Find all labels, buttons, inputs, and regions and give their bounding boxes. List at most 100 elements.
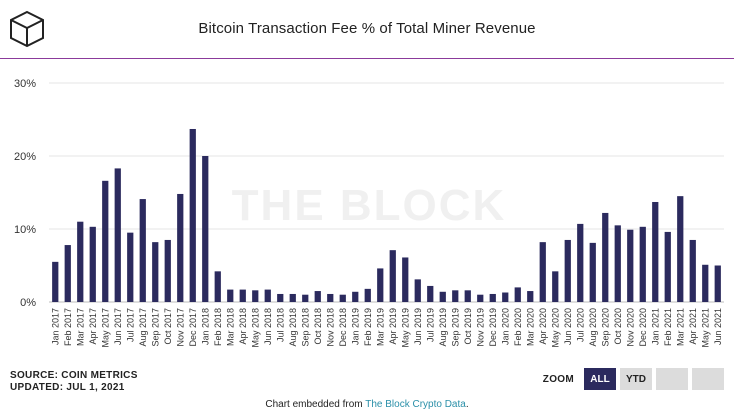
bar[interactable] (377, 268, 384, 302)
x-tick-label: Nov 2017 (175, 308, 185, 347)
x-tick-label: Aug 2019 (438, 308, 448, 347)
zoom-option-button[interactable] (656, 368, 688, 390)
bar[interactable] (289, 293, 296, 302)
bar[interactable] (177, 193, 184, 302)
bar[interactable] (552, 271, 559, 302)
embed-link[interactable]: The Block Crypto Data (365, 399, 466, 410)
bar[interactable] (252, 290, 259, 302)
y-axis-ticks: 0% 10% 20% 30% (14, 78, 36, 309)
bar[interactable] (302, 294, 309, 302)
bar[interactable] (589, 242, 596, 302)
bar[interactable] (714, 265, 721, 303)
bar[interactable] (689, 239, 696, 302)
bar[interactable] (127, 232, 134, 302)
bar[interactable] (514, 287, 521, 302)
x-tick-label: Jun 2021 (713, 308, 723, 345)
x-axis-ticks: Jan 2017 Feb 2017 Mar 2017 Apr 2017 May 2017… (50, 308, 723, 348)
bar[interactable] (627, 229, 634, 302)
x-tick-label: Sep 2018 (300, 308, 310, 347)
x-tick-label: Oct 2020 (613, 308, 623, 345)
bar[interactable] (239, 289, 246, 302)
bar[interactable] (277, 293, 284, 302)
x-tick-label: Jan 2019 (350, 308, 360, 345)
bar[interactable] (77, 221, 84, 302)
x-tick-label: Jan 2020 (500, 308, 510, 345)
x-tick-label: Apr 2020 (538, 308, 548, 345)
bar[interactable] (439, 291, 446, 302)
x-tick-label: Feb 2019 (363, 308, 373, 346)
x-tick-label: Feb 2018 (213, 308, 223, 346)
bar[interactable] (314, 291, 321, 302)
bar[interactable] (189, 128, 196, 302)
bar[interactable] (139, 199, 146, 302)
bar[interactable] (664, 231, 671, 302)
bar[interactable] (114, 168, 121, 302)
x-tick-label: Jul 2019 (425, 308, 435, 342)
x-tick-label: Apr 2017 (88, 308, 98, 345)
bar[interactable] (702, 264, 709, 302)
embed-end: . (465, 399, 469, 410)
x-tick-label: Sep 2017 (150, 308, 160, 347)
bar[interactable] (339, 294, 346, 302)
bar[interactable] (527, 291, 534, 302)
bar[interactable] (577, 223, 584, 302)
bar[interactable] (52, 261, 59, 302)
bar[interactable] (164, 239, 171, 302)
bar[interactable] (477, 294, 484, 302)
updated-line: UPDATED: JUL 1, 2021 (10, 382, 125, 393)
x-tick-label: Apr 2021 (688, 308, 698, 345)
x-tick-label: Mar 2018 (225, 308, 235, 346)
bar[interactable] (214, 271, 221, 302)
x-tick-label: Aug 2017 (138, 308, 148, 347)
x-tick-label: Jun 2019 (413, 308, 423, 345)
y-tick-label: 10% (14, 224, 36, 236)
watermark: THE BLOCK (232, 181, 507, 230)
bar[interactable] (539, 242, 546, 302)
bar[interactable] (352, 291, 359, 302)
x-tick-label: Apr 2018 (238, 308, 248, 345)
bar[interactable] (264, 289, 271, 302)
x-tick-label: Sep 2019 (450, 308, 460, 347)
bar[interactable] (464, 290, 471, 302)
bar[interactable] (639, 226, 646, 302)
zoom-all-button[interactable]: ALL (584, 368, 616, 390)
bar[interactable] (64, 245, 71, 302)
bar-chart: THE BLOCK 0%10%20%30% Jan 2017 Feb 2017 Ma… (14, 78, 724, 348)
bar[interactable] (564, 239, 571, 302)
bar[interactable] (102, 180, 109, 302)
x-tick-label: Mar 2021 (675, 308, 685, 346)
bar[interactable] (389, 250, 396, 302)
zoom-option-button[interactable] (692, 368, 724, 390)
the-block-logo-icon (10, 10, 44, 48)
bar[interactable] (227, 289, 234, 302)
x-tick-label: Jun 2017 (113, 308, 123, 345)
bar[interactable] (652, 201, 659, 302)
bar[interactable] (614, 225, 621, 302)
zoom-ytd-button[interactable]: YTD (620, 368, 652, 390)
embed-text: Chart embedded from (265, 399, 366, 410)
x-tick-label: Nov 2018 (325, 308, 335, 347)
y-tick-label: 20% (14, 151, 36, 163)
bar[interactable] (427, 285, 434, 302)
x-tick-label: May 2020 (550, 308, 560, 348)
zoom-label: ZOOM (542, 373, 574, 385)
bar[interactable] (502, 292, 509, 302)
x-tick-label: Mar 2020 (525, 308, 535, 346)
title-divider (0, 58, 734, 59)
bar[interactable] (152, 242, 159, 302)
bar[interactable] (677, 196, 684, 302)
bar[interactable] (489, 293, 496, 302)
bar[interactable] (327, 293, 334, 302)
bar[interactable] (202, 156, 209, 302)
embed-note: Chart embedded from The Block Crypto Dat… (0, 399, 734, 410)
x-tick-label: Dec 2017 (188, 308, 198, 347)
x-tick-label: Jun 2020 (563, 308, 573, 345)
bar[interactable] (602, 212, 609, 302)
x-tick-label: May 2021 (700, 308, 710, 348)
x-tick-label: Dec 2019 (488, 308, 498, 347)
bar[interactable] (414, 279, 421, 302)
bar[interactable] (89, 226, 96, 302)
bar[interactable] (402, 257, 409, 302)
bar[interactable] (364, 288, 371, 302)
bar[interactable] (452, 290, 459, 302)
